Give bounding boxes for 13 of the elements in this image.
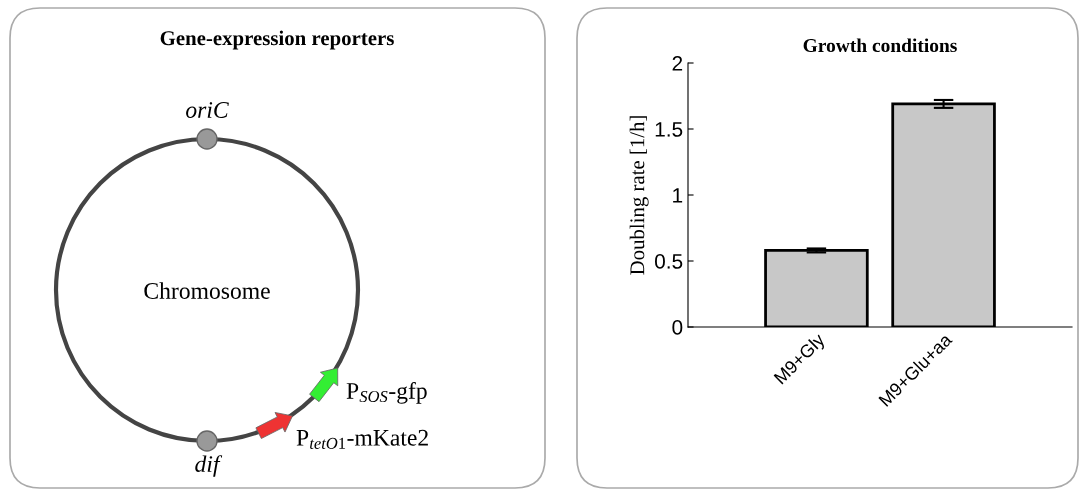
text: Chromosome xyxy=(144,282,270,299)
text: P$_{tetO1}$-mKate2 xyxy=(296,429,428,449)
text: dif xyxy=(195,455,223,477)
y-axis-title: Doubling rate [1/h] xyxy=(629,116,649,275)
y-tick-label: 1.5 xyxy=(655,122,683,137)
y-tick-label: 2 xyxy=(672,56,683,71)
text: oriC xyxy=(186,102,229,118)
y-tick-label: 0.5 xyxy=(654,254,683,269)
text: P$_{SOS}$-gfp xyxy=(346,382,427,404)
text: Gene-expression reporters xyxy=(160,30,394,50)
chart-title: Growth conditions xyxy=(803,38,957,53)
y-tick-label: 0 xyxy=(672,320,683,335)
y-tick-label: 1 xyxy=(673,188,683,203)
